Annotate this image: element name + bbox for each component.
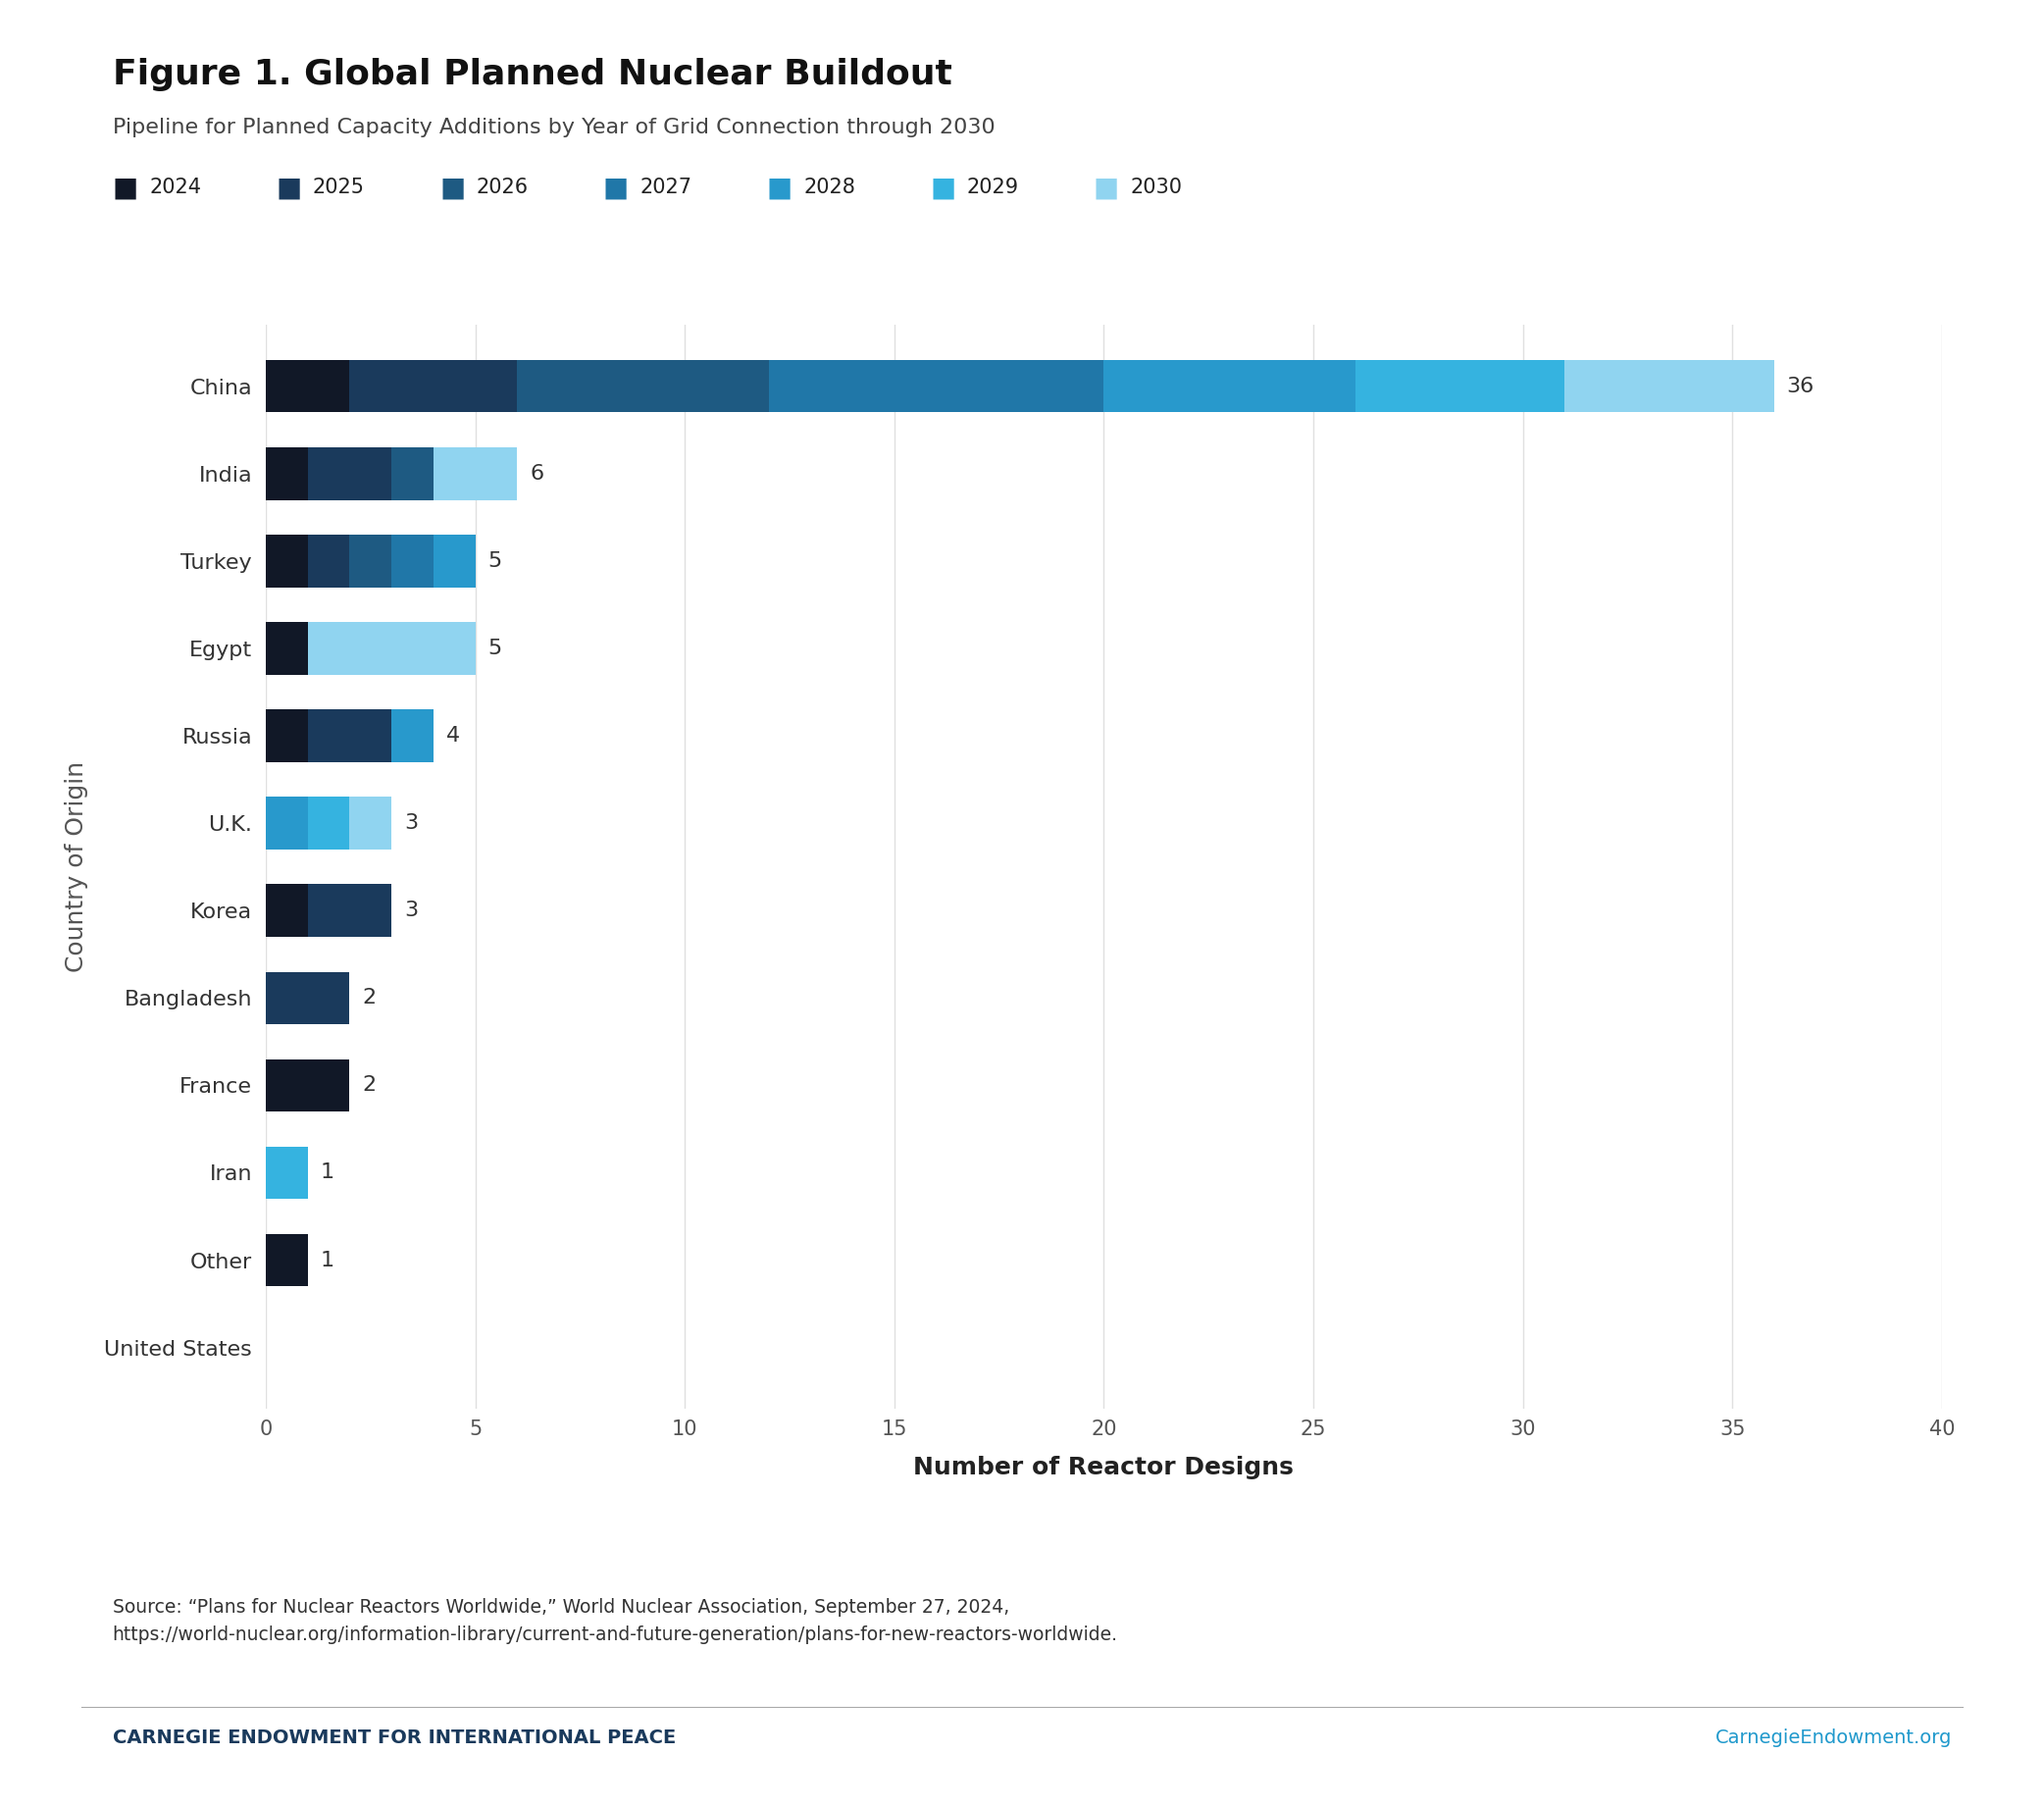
Text: 2: 2 xyxy=(362,1076,376,1094)
Bar xyxy=(350,359,517,412)
Bar xyxy=(307,448,392,500)
Bar xyxy=(266,535,307,587)
Text: 2029: 2029 xyxy=(967,179,1018,197)
Bar xyxy=(1566,359,1774,412)
Text: ■: ■ xyxy=(766,173,793,202)
Text: 2028: 2028 xyxy=(803,179,854,197)
Bar xyxy=(769,359,1104,412)
Text: CARNEGIE ENDOWMENT FOR INTERNATIONAL PEACE: CARNEGIE ENDOWMENT FOR INTERNATIONAL PEA… xyxy=(112,1728,677,1746)
Text: 2024: 2024 xyxy=(149,179,200,197)
Text: Pipeline for Planned Capacity Additions by Year of Grid Connection through 2030: Pipeline for Planned Capacity Additions … xyxy=(112,117,995,137)
Bar xyxy=(350,796,392,849)
Bar xyxy=(307,796,350,849)
Text: Figure 1. Global Planned Nuclear Buildout: Figure 1. Global Planned Nuclear Buildou… xyxy=(112,58,953,90)
Bar xyxy=(1355,359,1566,412)
Bar xyxy=(517,359,769,412)
Text: ■: ■ xyxy=(276,173,303,202)
Bar xyxy=(392,710,433,762)
Bar xyxy=(307,885,392,937)
Text: 5: 5 xyxy=(489,639,501,657)
Bar xyxy=(392,448,433,500)
Bar xyxy=(1104,359,1355,412)
Text: ■: ■ xyxy=(603,173,630,202)
Bar xyxy=(433,448,517,500)
Text: 1: 1 xyxy=(321,1250,333,1270)
Bar xyxy=(433,535,474,587)
Bar xyxy=(266,359,350,412)
Text: 2: 2 xyxy=(362,988,376,1008)
Bar xyxy=(307,623,474,675)
Text: ■: ■ xyxy=(112,173,139,202)
Text: 4: 4 xyxy=(446,726,460,746)
Text: 2026: 2026 xyxy=(476,179,527,197)
Text: 3: 3 xyxy=(405,813,417,833)
Bar xyxy=(266,448,307,500)
Text: 36: 36 xyxy=(1786,376,1815,396)
Text: ■: ■ xyxy=(1094,173,1120,202)
Text: 2030: 2030 xyxy=(1130,179,1181,197)
Text: ■: ■ xyxy=(930,173,957,202)
Bar xyxy=(392,535,433,587)
Text: 2027: 2027 xyxy=(640,179,691,197)
Y-axis label: Country of Origin: Country of Origin xyxy=(63,762,88,972)
Bar xyxy=(266,1147,307,1199)
Text: 5: 5 xyxy=(489,551,501,571)
Text: 6: 6 xyxy=(529,464,544,484)
Text: 3: 3 xyxy=(405,901,417,921)
Bar xyxy=(266,1233,307,1286)
Bar xyxy=(266,972,350,1024)
Bar xyxy=(266,1058,350,1111)
Bar xyxy=(307,710,392,762)
Text: CarnegieEndowment.org: CarnegieEndowment.org xyxy=(1715,1728,1952,1746)
Bar xyxy=(266,796,307,849)
Bar xyxy=(350,535,392,587)
Bar xyxy=(266,885,307,937)
Bar xyxy=(266,623,307,675)
Text: 2025: 2025 xyxy=(313,179,364,197)
Bar xyxy=(266,710,307,762)
Text: Source: “Plans for Nuclear Reactors Worldwide,” World Nuclear Association, Septe: Source: “Plans for Nuclear Reactors Worl… xyxy=(112,1598,1118,1645)
Text: ■: ■ xyxy=(439,173,466,202)
Text: 1: 1 xyxy=(321,1163,333,1183)
X-axis label: Number of Reactor Designs: Number of Reactor Designs xyxy=(914,1456,1294,1479)
Bar xyxy=(307,535,350,587)
